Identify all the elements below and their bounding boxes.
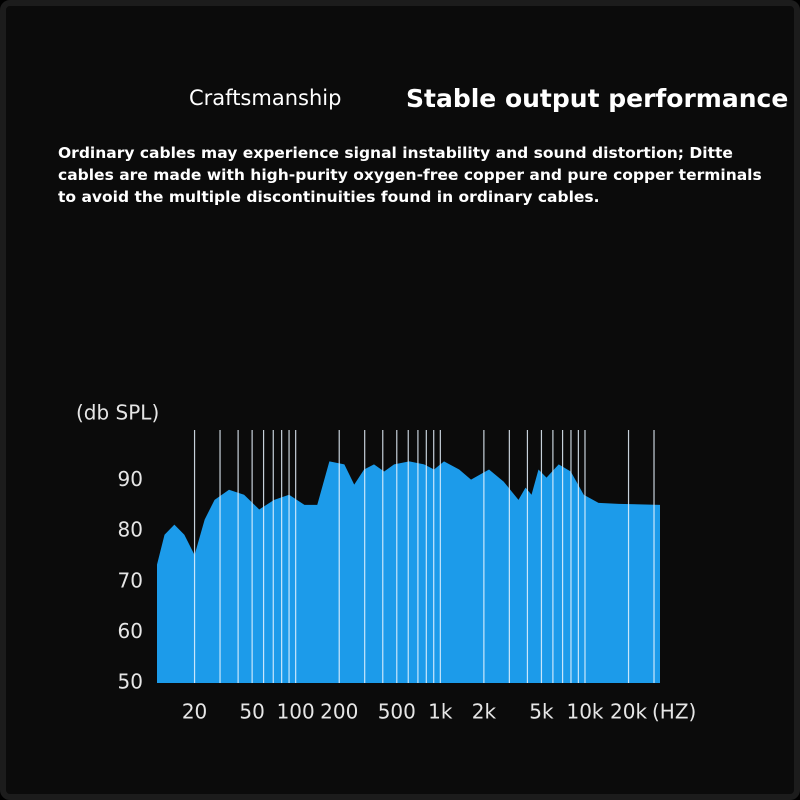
x-tick-label: 10k (566, 700, 603, 724)
section-label: Craftsmanship (189, 86, 342, 110)
x-tick-label: 500 (378, 700, 416, 724)
y-tick-label: 50 (118, 670, 143, 694)
y-tick-label: 80 (118, 518, 143, 542)
x-axis-label: (HZ) (652, 700, 696, 724)
x-tick-label: 100 (277, 700, 315, 724)
y-tick-label: 70 (118, 568, 143, 592)
x-tick-label: 5k (529, 700, 554, 724)
description: Ordinary cables may experience signal in… (58, 144, 762, 206)
y-axis-label: (db SPL) (76, 401, 159, 425)
heading: Stable output performance (406, 84, 789, 113)
x-tick-label: 2k (472, 700, 497, 724)
x-tick-label: 1k (428, 700, 453, 724)
x-tick-label: 20 (182, 700, 207, 724)
y-tick-label: 90 (118, 467, 143, 491)
x-tick-label: 20k (610, 700, 647, 724)
y-tick-label: 60 (118, 619, 143, 643)
x-tick-label: 50 (239, 700, 264, 724)
x-tick-label: 200 (320, 700, 358, 724)
chart: (db SPL) 20 50 100 200 500 1k 2k 5k 10k 20k 50 60 70… (76, 401, 696, 724)
